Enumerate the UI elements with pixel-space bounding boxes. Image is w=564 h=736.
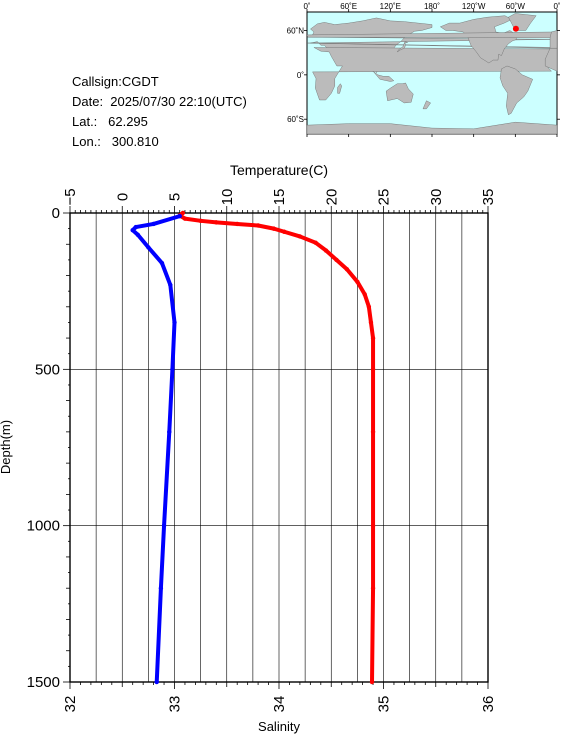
salinity-point: [146, 245, 151, 250]
temperature-point: [297, 234, 303, 239]
temperature-point: [180, 210, 186, 216]
land-mass: [439, 15, 517, 64]
map-lon-label: 0˚: [303, 2, 310, 11]
map-lon-label: 120˚W: [462, 2, 486, 11]
salinity-point: [154, 679, 159, 685]
land-mass: [544, 48, 558, 72]
salinity-point: [158, 586, 164, 591]
depth-tick-label: 1500: [27, 674, 60, 691]
date-text: Date: 2025/07/30 22:10(UTC): [72, 94, 247, 109]
land-mass: [397, 41, 409, 53]
top-tick-label: 15: [271, 189, 288, 206]
salinity-point: [167, 429, 172, 435]
map-lon-label: 60˚E: [340, 2, 357, 11]
salinity-point: [172, 320, 177, 325]
temperature-point: [370, 523, 376, 528]
station-info: Callsign:CGDT Date: 2025/07/30 22:10(UTC…: [72, 72, 247, 152]
temperature-point: [344, 267, 350, 272]
lon-text: Lon.: 300.810: [72, 134, 159, 149]
temperature-point: [355, 279, 360, 284]
location-map: 0˚ 60˚E 120˚E 180˚ 120˚W 60˚W 0˚ 60˚N 0˚ 60˚S: [287, 2, 561, 137]
depth-tick-label: 500: [35, 361, 60, 378]
land-mass: [372, 70, 395, 82]
bottom-axis-title: Salinity: [258, 719, 300, 734]
y-axis-title: Depth(m): [0, 420, 13, 474]
salinity-point: [177, 213, 182, 219]
map-lon-label: 180˚: [424, 2, 440, 11]
map-lon-label: 0˚: [553, 2, 560, 11]
top-axis-title: Temperature(C): [230, 162, 328, 178]
bottom-tick-label: 34: [271, 696, 288, 713]
temperature-point: [182, 216, 188, 221]
depth-tick-label: 1000: [27, 518, 60, 535]
temperature-point: [369, 679, 375, 685]
temperature-point: [366, 304, 372, 309]
station-marker: [512, 25, 519, 32]
land-mass: [499, 65, 533, 116]
temperature-point: [255, 223, 261, 228]
temperature-line: [177, 211, 376, 684]
map-lon-label: 60˚W: [506, 2, 526, 11]
temperature-point: [362, 292, 367, 297]
top-tick-label: 25: [376, 189, 393, 206]
temperature-point: [323, 248, 329, 253]
temperature-point: [370, 429, 376, 435]
salinity-point: [130, 227, 135, 233]
top-tick-label: 35: [480, 189, 497, 206]
salinity-point: [168, 282, 173, 288]
map-lon-label: 120˚E: [380, 2, 401, 11]
map-lat-label: 0˚: [297, 71, 304, 80]
temperature-point: [334, 257, 339, 263]
temperature-point: [271, 226, 276, 231]
land-mass: [385, 82, 414, 104]
temperature-point: [370, 335, 376, 341]
salinity-point: [159, 260, 165, 266]
salinity-point: [135, 232, 141, 238]
top-tick-label: 20: [323, 189, 340, 206]
salinity-point: [170, 367, 175, 372]
salinity-line: [130, 214, 182, 684]
temperature-point: [214, 220, 219, 225]
temperature-point: [313, 240, 318, 245]
bottom-tick-label: 35: [376, 696, 393, 713]
bottom-tick-label: 33: [167, 696, 184, 713]
map-land: [306, 13, 558, 135]
depth-tick-label: 0: [52, 205, 60, 222]
temperature-point: [235, 221, 240, 227]
callsign-text: Callsign:CGDT: [72, 74, 159, 89]
temperature-point: [370, 367, 376, 372]
top-tick-label: 30: [428, 189, 445, 206]
land-mass: [422, 100, 431, 110]
top-tick-label: 5: [167, 193, 184, 201]
salinity-point: [133, 224, 139, 230]
top-tick-label: −5: [62, 188, 79, 205]
bottom-tick-label: 32: [62, 696, 79, 713]
temperature-point: [370, 586, 376, 591]
salinity-point: [151, 221, 156, 227]
map-lat-label: 60˚S: [287, 115, 304, 124]
top-tick-label: 10: [219, 189, 236, 206]
temperature-point: [198, 218, 203, 224]
temperature-point: [282, 229, 287, 234]
temperature-point: [368, 320, 374, 325]
lat-text: Lat.: 62.295: [72, 114, 148, 129]
salinity-point: [161, 523, 167, 528]
land-mass: [337, 83, 342, 94]
land-mass: [312, 47, 554, 101]
top-tick-label: 0: [114, 193, 131, 201]
map-lat-label: 60˚N: [287, 26, 305, 35]
bottom-tick-label: 36: [480, 696, 497, 713]
